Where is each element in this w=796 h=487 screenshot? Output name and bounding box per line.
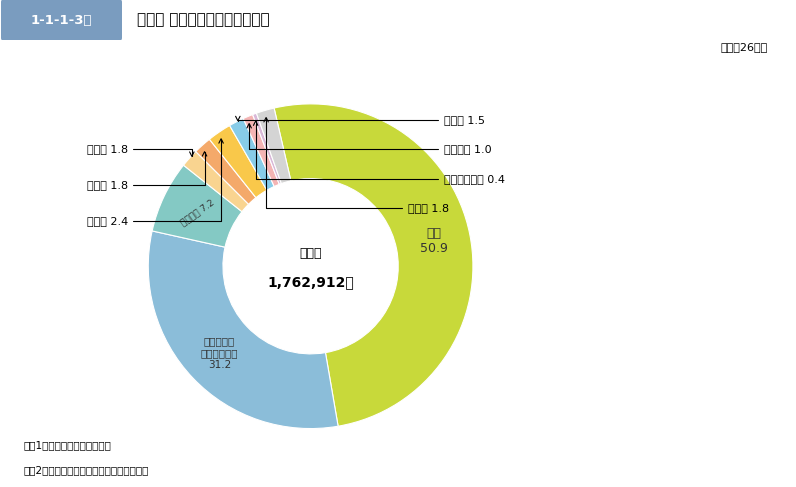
Wedge shape xyxy=(244,114,279,187)
Text: 暴　行 1.8: 暴 行 1.8 xyxy=(87,151,207,190)
Text: 総　数: 総 数 xyxy=(299,247,322,260)
Text: 1,762,912件: 1,762,912件 xyxy=(267,276,354,289)
Wedge shape xyxy=(209,126,267,198)
Wedge shape xyxy=(252,113,281,185)
Text: 2　「横領」は，遺失物等横領を含む。: 2 「横領」は，遺失物等横領を含む。 xyxy=(24,465,150,475)
Text: 器物損壊 7.2: 器物損壊 7.2 xyxy=(178,197,216,227)
Wedge shape xyxy=(184,151,248,212)
Text: 刑法犯 認知件数の罪名別構成比: 刑法犯 認知件数の罪名別構成比 xyxy=(137,13,270,27)
Text: （平成26年）: （平成26年） xyxy=(721,42,768,53)
Wedge shape xyxy=(152,165,242,247)
Text: 横　領 1.8: 横 領 1.8 xyxy=(87,144,194,156)
Text: 強制わいせつ 0.4: 強制わいせつ 0.4 xyxy=(253,121,505,184)
Wedge shape xyxy=(148,231,338,429)
FancyBboxPatch shape xyxy=(1,0,122,41)
Text: 窃盗
50.9: 窃盗 50.9 xyxy=(420,227,448,255)
Wedge shape xyxy=(196,139,256,204)
Text: 住居侵入 1.0: 住居侵入 1.0 xyxy=(247,124,491,154)
Text: その他 1.8: その他 1.8 xyxy=(264,117,449,213)
Wedge shape xyxy=(229,118,274,190)
Text: 1-1-1-3図: 1-1-1-3図 xyxy=(31,14,92,26)
Text: 自動車運転
過失致死傷等
31.2: 自動車運転 過失致死傷等 31.2 xyxy=(201,337,238,370)
Text: 傷　害 1.5: 傷 害 1.5 xyxy=(236,115,485,125)
Text: 注　1　警察庁の統計による。: 注 1 警察庁の統計による。 xyxy=(24,440,111,450)
Wedge shape xyxy=(256,108,291,184)
Wedge shape xyxy=(274,104,473,426)
Text: 詐　欺 2.4: 詐 欺 2.4 xyxy=(87,139,224,226)
